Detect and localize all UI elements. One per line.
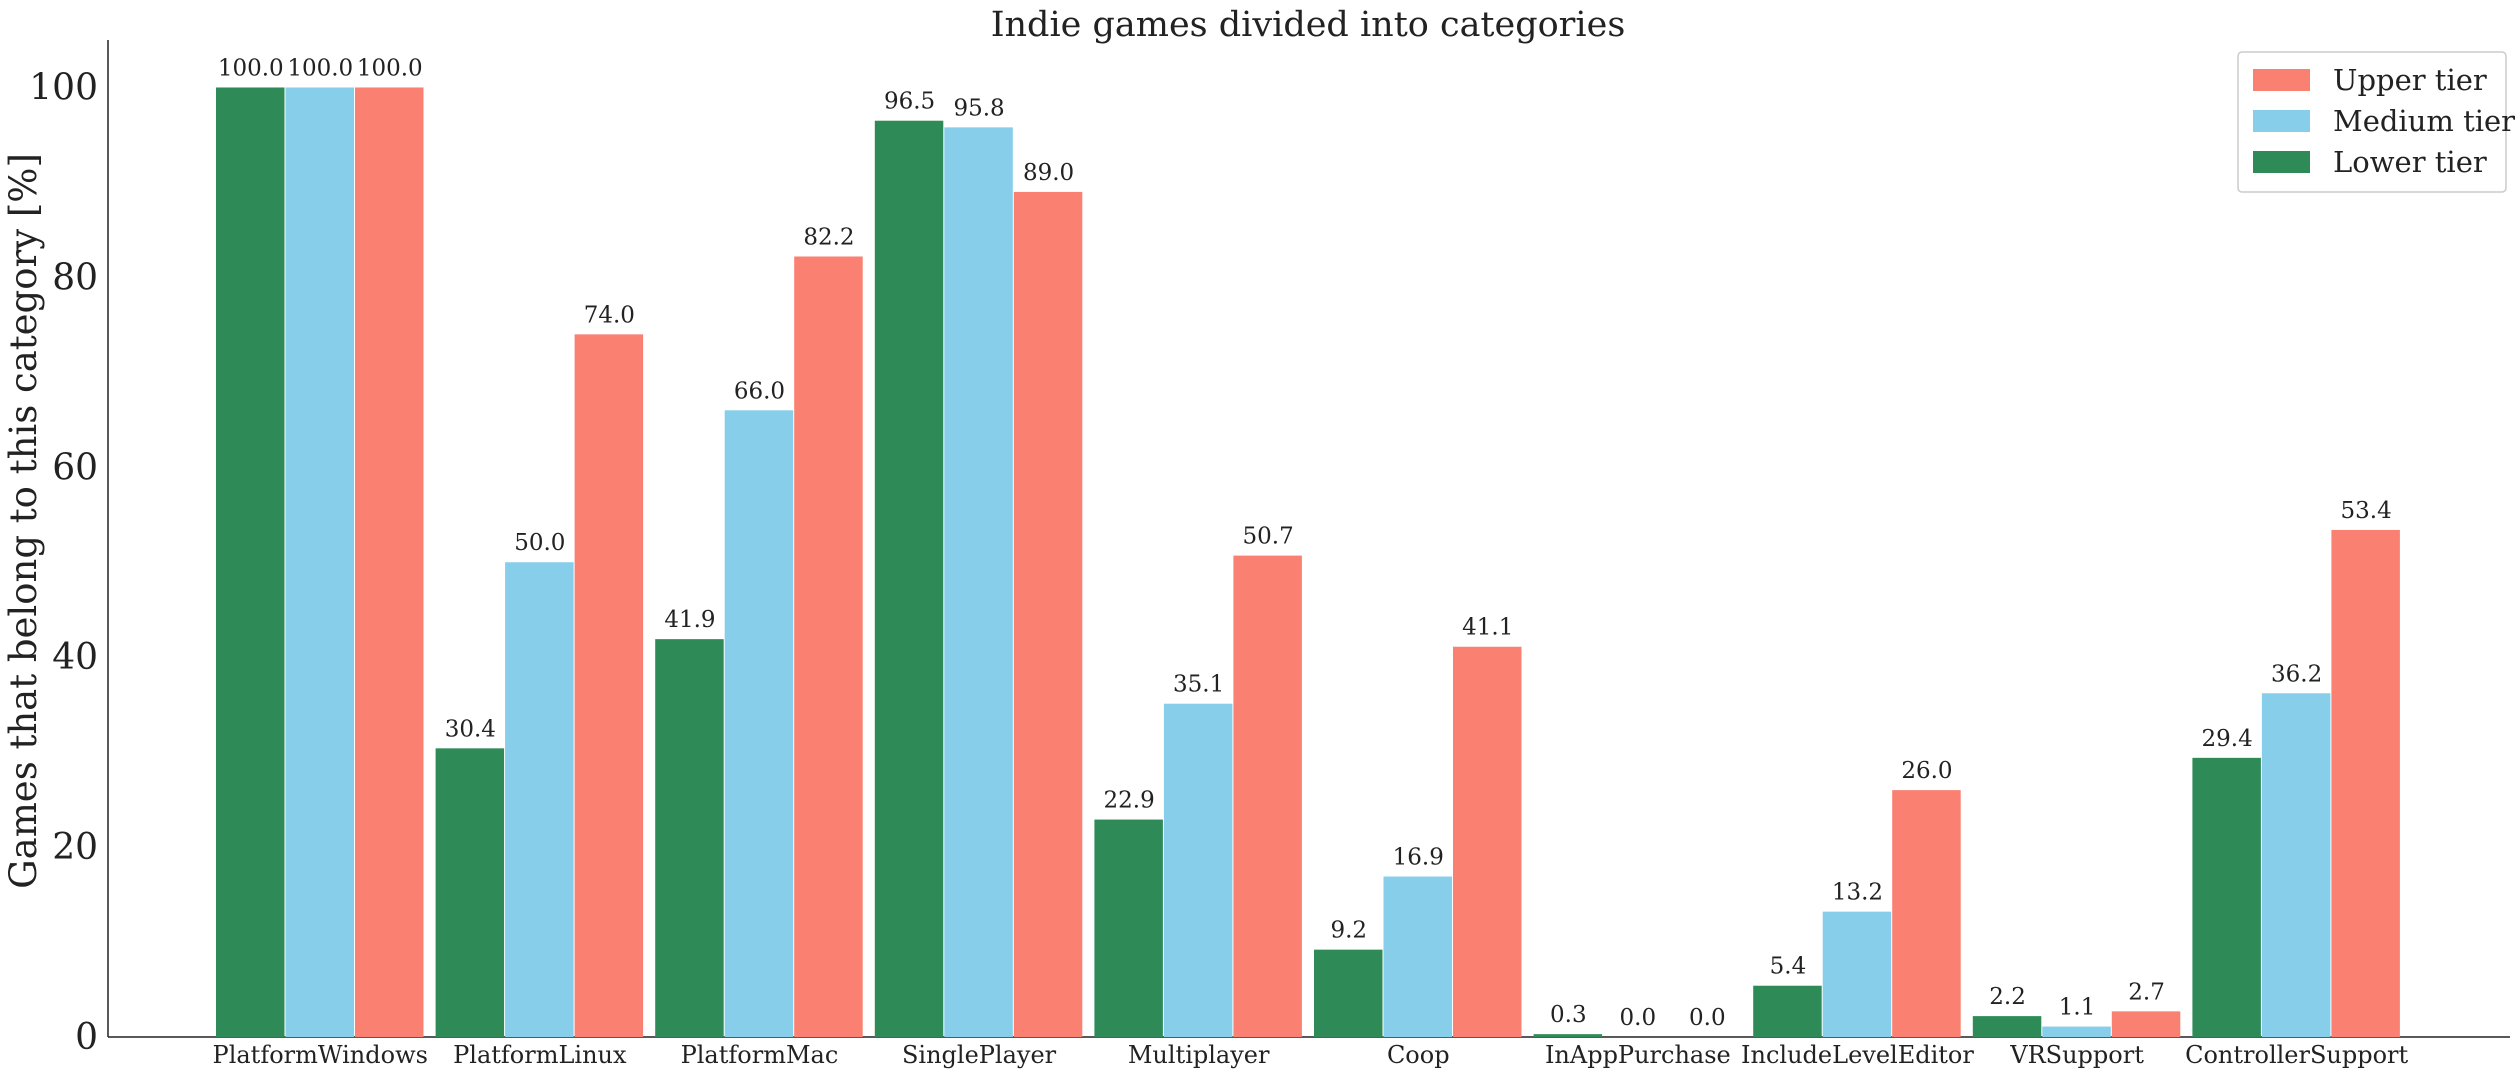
bar-value-label: 5.4 bbox=[1770, 954, 1807, 980]
y-tick-labels: 0 20 40 60 80 100 bbox=[29, 67, 98, 1058]
bar-value-label: 29.4 bbox=[2202, 726, 2253, 752]
bar-value-label: 0.0 bbox=[1689, 1005, 1726, 1031]
bar-value-label: 35.1 bbox=[1173, 672, 1224, 698]
x-tick-label: PlatformMac bbox=[681, 1041, 839, 1069]
legend-swatch bbox=[2253, 110, 2310, 132]
x-tick-label: IncludeLevelEditor bbox=[1741, 1041, 1974, 1069]
legend-label: Lower tier bbox=[2333, 145, 2487, 179]
x-tick-label: VRSupport bbox=[2009, 1041, 2144, 1069]
bar bbox=[724, 410, 794, 1037]
bar-value-label: 50.0 bbox=[514, 530, 565, 556]
bar-value-label: 0.3 bbox=[1550, 1002, 1587, 1028]
bar-value-label: 74.0 bbox=[584, 302, 635, 328]
bar bbox=[794, 256, 863, 1037]
bar bbox=[285, 87, 354, 1037]
x-tick-labels: PlatformWindows PlatformLinux PlatformMac S… bbox=[213, 1041, 2409, 1069]
bar bbox=[2261, 693, 2331, 1037]
y-tick-label: 60 bbox=[52, 447, 98, 488]
x-tick-label: PlatformLinux bbox=[453, 1041, 627, 1069]
bar bbox=[1314, 949, 1383, 1037]
bar-value-label: 95.8 bbox=[953, 95, 1004, 121]
bar-value-label: 100.0 bbox=[287, 55, 353, 81]
bars bbox=[216, 87, 2400, 1037]
x-tick-label: SinglePlayer bbox=[902, 1041, 1057, 1069]
bar-value-label: 41.9 bbox=[664, 607, 715, 633]
legend-label: Medium tier bbox=[2333, 104, 2515, 138]
y-tick-label: 100 bbox=[29, 67, 98, 108]
bar-value-label: 100.0 bbox=[357, 55, 423, 81]
bar-value-label: 13.2 bbox=[1832, 880, 1883, 906]
bar-value-label: 36.2 bbox=[2271, 661, 2322, 687]
bar bbox=[2331, 529, 2400, 1037]
bar bbox=[1383, 876, 1452, 1037]
legend-label: Upper tier bbox=[2333, 63, 2487, 97]
x-tick-label: ControllerSupport bbox=[2185, 1041, 2408, 1069]
y-tick-label: 0 bbox=[75, 1017, 98, 1058]
bar bbox=[505, 562, 574, 1037]
data-labels: 100.0 100.0 100.030.450.074.041.966.082.29… bbox=[218, 55, 2392, 1031]
bar bbox=[216, 87, 285, 1037]
bar bbox=[355, 87, 424, 1037]
legend: Upper tier Medium tier Lower tier bbox=[2237, 51, 2515, 193]
chart-title: Indie games divided into categories bbox=[991, 5, 1626, 45]
x-tick-label: InAppPurchase bbox=[1545, 1041, 1731, 1069]
bar-value-label: 66.0 bbox=[734, 378, 785, 404]
bar-value-label: 2.7 bbox=[2128, 979, 2165, 1005]
bar bbox=[1753, 985, 1822, 1037]
bar bbox=[1533, 1034, 1603, 1037]
bar bbox=[1233, 555, 1302, 1037]
y-tick-label: 20 bbox=[52, 827, 98, 868]
bar-value-label: 1.1 bbox=[2059, 995, 2096, 1021]
bar-value-label: 96.5 bbox=[884, 89, 935, 115]
legend-swatch bbox=[2253, 69, 2310, 91]
bar-value-label: 2.2 bbox=[1989, 984, 2026, 1010]
bar-value-label: 82.2 bbox=[803, 224, 854, 250]
bar-value-label: 41.1 bbox=[1462, 615, 1513, 641]
y-tick-label: 40 bbox=[52, 637, 98, 678]
bar bbox=[1163, 703, 1233, 1037]
bar-value-label: 30.4 bbox=[445, 716, 496, 742]
bar-value-label: 100.0 bbox=[218, 55, 284, 81]
bar bbox=[944, 127, 1013, 1037]
x-tick-label: PlatformWindows bbox=[213, 1041, 428, 1069]
bar-value-label: 26.0 bbox=[1901, 758, 1952, 784]
x-tick-label: Coop bbox=[1387, 1041, 1450, 1069]
bar bbox=[435, 748, 505, 1037]
bar bbox=[2042, 1026, 2111, 1037]
bar-value-label: 89.0 bbox=[1023, 160, 1074, 186]
bar-value-label: 22.9 bbox=[1104, 788, 1155, 814]
bar bbox=[655, 639, 724, 1037]
bar-value-label: 53.4 bbox=[2341, 498, 2392, 524]
bar bbox=[1013, 191, 1083, 1037]
bar bbox=[874, 120, 944, 1037]
bar-value-label: 16.9 bbox=[1393, 845, 1444, 871]
bar bbox=[1094, 819, 1163, 1037]
bar-value-label: 50.7 bbox=[1243, 524, 1294, 550]
bar bbox=[574, 334, 644, 1037]
bar bbox=[2111, 1011, 2181, 1037]
bar bbox=[1822, 911, 1892, 1037]
y-tick-label: 80 bbox=[52, 257, 98, 298]
bar bbox=[1972, 1016, 2042, 1037]
bar bbox=[2192, 757, 2261, 1037]
x-tick-label: Multiplayer bbox=[1128, 1041, 1270, 1069]
bar bbox=[1453, 646, 1522, 1037]
y-axis-label: Games that belong to this category [%] bbox=[2, 153, 45, 889]
bar bbox=[1892, 790, 1961, 1037]
legend-swatch bbox=[2253, 151, 2310, 173]
bar-value-label: 0.0 bbox=[1620, 1005, 1657, 1031]
bar-value-label: 9.2 bbox=[1330, 918, 1367, 944]
